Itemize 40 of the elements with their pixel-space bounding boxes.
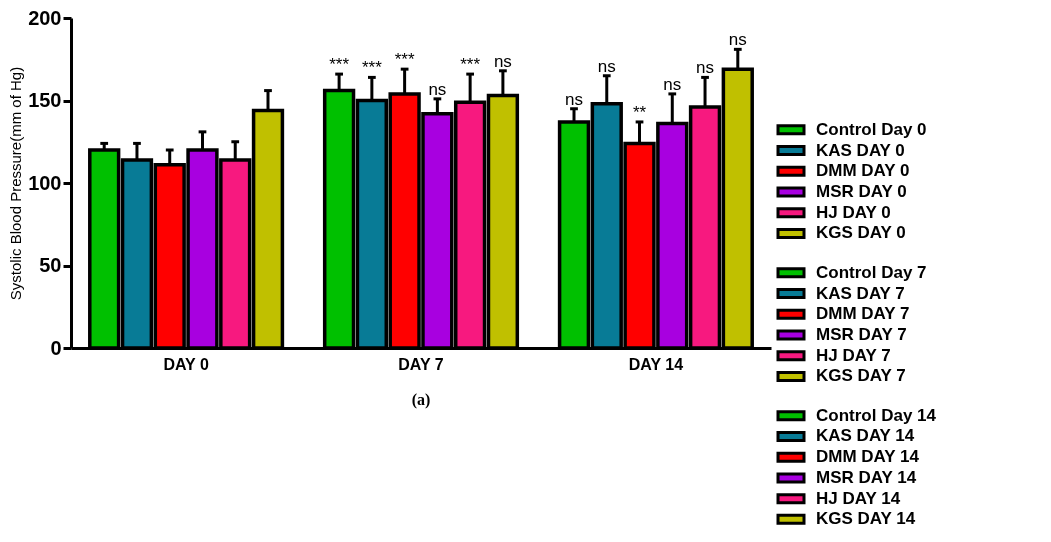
data-label: *** <box>394 50 415 70</box>
legend-label: Control Day 14 <box>816 405 937 425</box>
legend-label: MSR DAY 7 <box>816 324 907 344</box>
legend-label: KAS DAY 7 <box>816 283 905 303</box>
data-label: ns <box>597 56 616 76</box>
x-tick-label: DAY 0 <box>163 355 209 373</box>
legend-label: KGS DAY 14 <box>816 509 916 529</box>
legend-label: Control Day 0 <box>816 119 927 139</box>
legend-label: HJ DAY 14 <box>816 488 901 508</box>
legend-label: KGS DAY 0 <box>816 223 906 243</box>
data-label: *** <box>460 55 481 75</box>
x-tick-label: DAY 14 <box>628 355 684 373</box>
legend-label: MSR DAY 0 <box>816 182 907 202</box>
y-tick-label: 50 <box>39 254 62 276</box>
legend-label: DMM DAY 14 <box>816 447 920 467</box>
legend-label: KGS DAY 7 <box>816 366 906 386</box>
legend-label: DMM DAY 0 <box>816 161 910 181</box>
data-label: ns <box>428 79 447 99</box>
y-tick-label: 200 <box>28 6 62 29</box>
legend-label: Control Day 7 <box>816 262 927 282</box>
y-tick-label: 0 <box>50 336 62 359</box>
data-label: ns <box>696 58 715 78</box>
data-label: ns <box>565 89 583 109</box>
legend-label: HJ DAY 0 <box>816 202 891 222</box>
data-label: *** <box>329 55 350 75</box>
data-label: ** <box>632 102 647 122</box>
legend-label: KAS DAY 0 <box>816 140 905 160</box>
y-tick-label: 150 <box>28 89 62 111</box>
legend-label: KAS DAY 14 <box>816 426 915 446</box>
data-label: ns <box>493 51 512 71</box>
text: (a) <box>411 391 431 409</box>
legend-label: DMM DAY 7 <box>816 304 910 324</box>
legend-label: MSR DAY 14 <box>816 467 917 487</box>
data-label: *** <box>361 58 383 78</box>
data-label: ns <box>728 30 747 50</box>
data-label: ns <box>663 74 682 94</box>
y-axis-title: Systolic Blood Pressure(mm of Hg) <box>7 66 25 301</box>
legend-label: HJ DAY 7 <box>816 345 891 365</box>
x-tick-label: DAY 7 <box>398 355 444 373</box>
y-tick-label: 100 <box>28 171 62 194</box>
